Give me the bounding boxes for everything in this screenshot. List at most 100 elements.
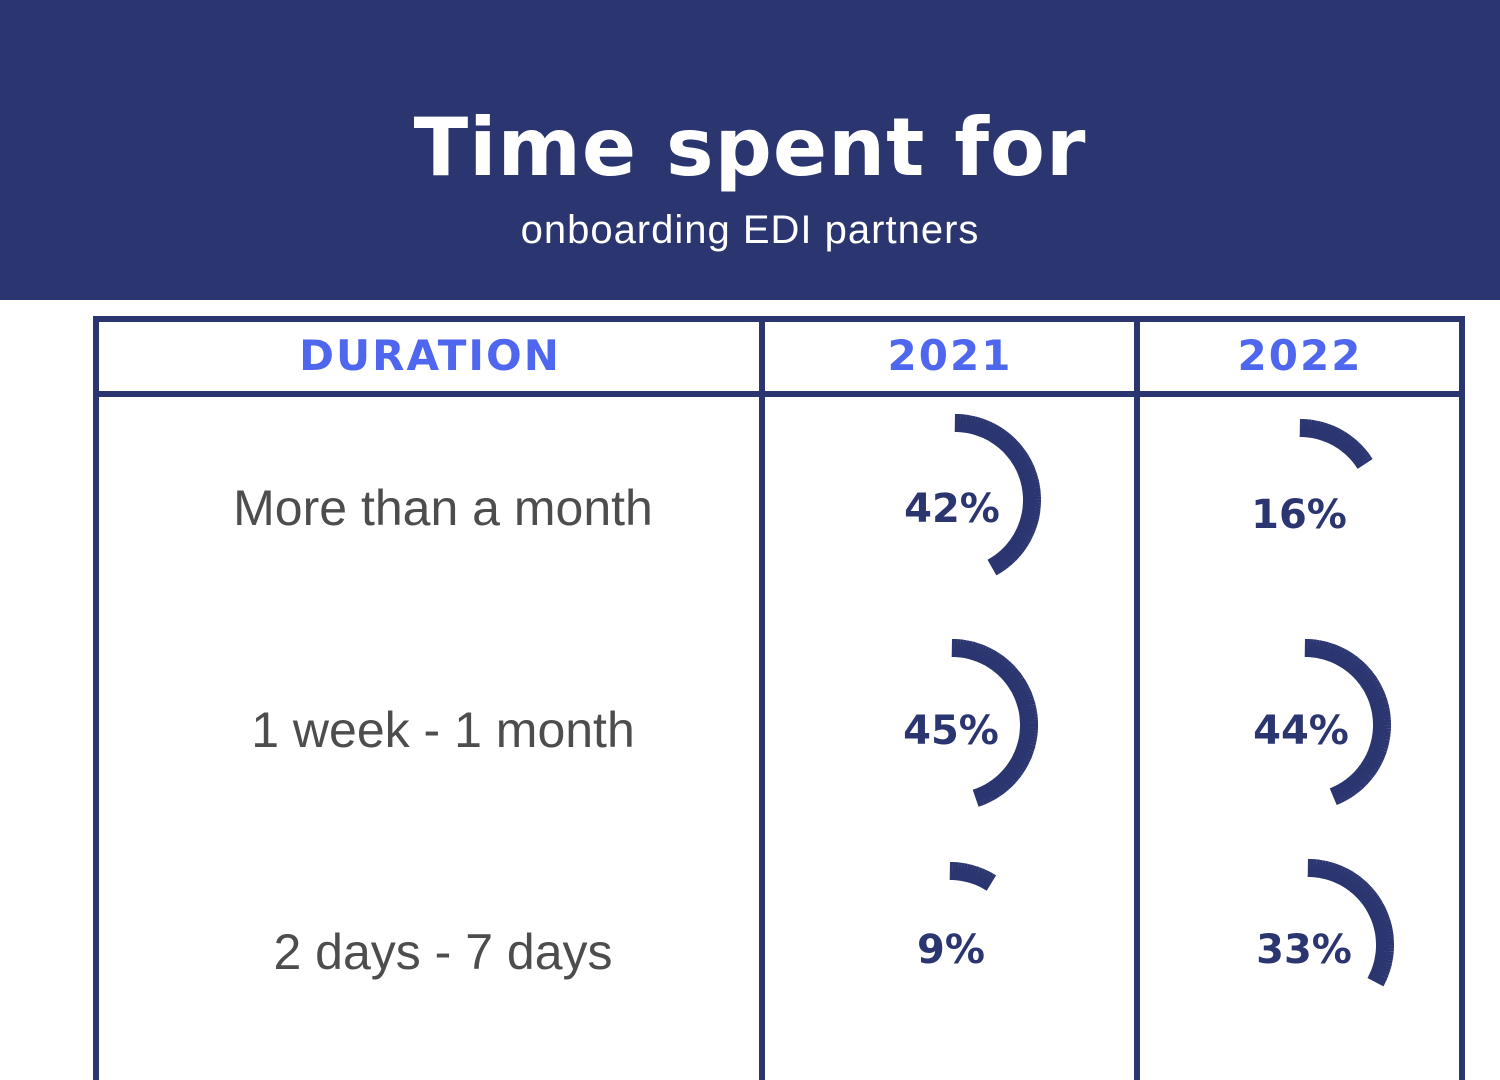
- gauge-tick: [1375, 945, 1395, 949]
- gauge-tick: [968, 641, 976, 660]
- gauge-tick: [1356, 885, 1373, 901]
- gauge-tick: [979, 870, 991, 889]
- gauge-tick: [1335, 866, 1346, 885]
- gauge-tick: [1339, 435, 1353, 452]
- gauge-tick: [1369, 698, 1388, 707]
- gauge-tick: [985, 650, 998, 668]
- gauge-tick: [975, 868, 986, 887]
- gauge-tick: [1016, 743, 1035, 752]
- gauge-tick: [1015, 461, 1034, 473]
- gauge-tick: [1372, 727, 1391, 732]
- gauge-tick: [961, 414, 967, 433]
- gauge-tick: [1323, 642, 1332, 661]
- gauge-tick: [1020, 475, 1039, 484]
- gauge-tick: [1369, 907, 1387, 919]
- gauge-tick: [1011, 684, 1030, 696]
- gauge-tick: [1367, 748, 1386, 758]
- gauge-tick: [1365, 684, 1383, 696]
- gauge-tick: [977, 419, 988, 438]
- gauge-tick: [997, 661, 1012, 677]
- gauge-tick: [1020, 515, 1039, 523]
- header-2021: 2021: [887, 331, 1013, 380]
- gauge-tick: [1372, 964, 1391, 973]
- gauge-tick: [961, 863, 969, 882]
- gauge-tick: [1372, 729, 1391, 735]
- gauge-tick: [993, 554, 1007, 571]
- gauge-tick: [1333, 865, 1344, 884]
- gauge-tick: [1005, 542, 1022, 557]
- gauge-tick: [1345, 873, 1359, 891]
- gauge-tick: [987, 781, 1001, 798]
- gauge-tick: [1022, 490, 1041, 495]
- gauge-tick: [1330, 645, 1341, 663]
- gauge-tick: [1022, 508, 1041, 515]
- gauge-tick: [970, 866, 980, 885]
- gauge-tick: [1016, 464, 1035, 475]
- gauge-tick: [1350, 447, 1366, 462]
- gauge-tick: [1018, 522, 1037, 532]
- gauge-tick: [1331, 864, 1341, 883]
- gauge-tick: [1003, 669, 1020, 684]
- gauge-tick: [968, 415, 976, 435]
- gauge-tick: [954, 639, 958, 658]
- gauge-tick: [1017, 524, 1036, 535]
- gauge-tick: [989, 557, 1002, 574]
- gauge-tick: [1360, 761, 1378, 774]
- gauge-tick: [1010, 451, 1028, 464]
- gauge-tick: [1021, 481, 1040, 488]
- gauge-2021-2-days-7-days: [949, 861, 997, 891]
- gauge-tick: [985, 782, 998, 800]
- value-label-2022-1-week-1-month: 44%: [1253, 708, 1349, 754]
- gauge-tick: [1021, 484, 1041, 491]
- gauge-tick: [1325, 643, 1335, 662]
- gauge-tick: [1328, 863, 1338, 882]
- gauge-tick: [1005, 672, 1022, 686]
- gauge-tick: [1338, 782, 1351, 800]
- gauge-tick: [987, 652, 1001, 669]
- gauge-tick: [1352, 663, 1367, 679]
- gauge-tick: [1370, 704, 1390, 712]
- gauge-tick: [1006, 674, 1024, 688]
- gauge-tick: [1370, 701, 1389, 710]
- gauge-tick: [1337, 433, 1351, 450]
- gauge-tick: [1331, 428, 1343, 447]
- gauge-tick: [1371, 710, 1391, 717]
- gauge-tick: [1012, 752, 1031, 763]
- gauge-tick: [973, 867, 983, 886]
- gauge-tick: [995, 552, 1009, 569]
- gauge-tick: [1363, 894, 1380, 908]
- gauge-tick: [1017, 738, 1037, 746]
- gauge-tick: [1349, 773, 1365, 790]
- gauge-tick: [1017, 701, 1036, 709]
- gauge-tick: [1372, 919, 1391, 928]
- chart-title: Time spent for: [413, 101, 1087, 194]
- gauge-tick: [1005, 442, 1021, 457]
- gauge-tick: [1317, 859, 1323, 879]
- gauge-tick: [1019, 517, 1038, 526]
- gauge-tick: [1326, 862, 1335, 881]
- gauge-tick: [1012, 454, 1030, 466]
- gauge-tick: [1022, 503, 1041, 509]
- gauge-tick: [1368, 692, 1386, 703]
- gauge-tick: [1009, 758, 1027, 771]
- gauge-tick: [1372, 713, 1391, 719]
- gauge-tick: [1353, 881, 1369, 897]
- gauge-tick: [1371, 707, 1390, 714]
- gauge-2022-more-than-a-month: [1299, 418, 1373, 469]
- gauge-tick: [1009, 679, 1027, 692]
- gauge-tick: [1368, 973, 1387, 984]
- gauge-tick: [1318, 422, 1327, 441]
- gauge-tick: [1342, 653, 1356, 671]
- gauge-tick: [1374, 927, 1393, 935]
- gauge-tick: [1311, 639, 1317, 658]
- gauge-tick: [1019, 719, 1038, 723]
- gauge-tick: [961, 639, 967, 659]
- gauge-tick: [1368, 905, 1386, 916]
- gauge-tick: [1375, 936, 1394, 942]
- gauge-tick: [1370, 968, 1389, 979]
- gauge-tick: [1004, 544, 1020, 560]
- gauge-tick: [1348, 875, 1362, 892]
- gauge-tick: [1346, 777, 1360, 794]
- gauge-tick: [984, 873, 997, 891]
- gauge-tick: [1372, 716, 1391, 721]
